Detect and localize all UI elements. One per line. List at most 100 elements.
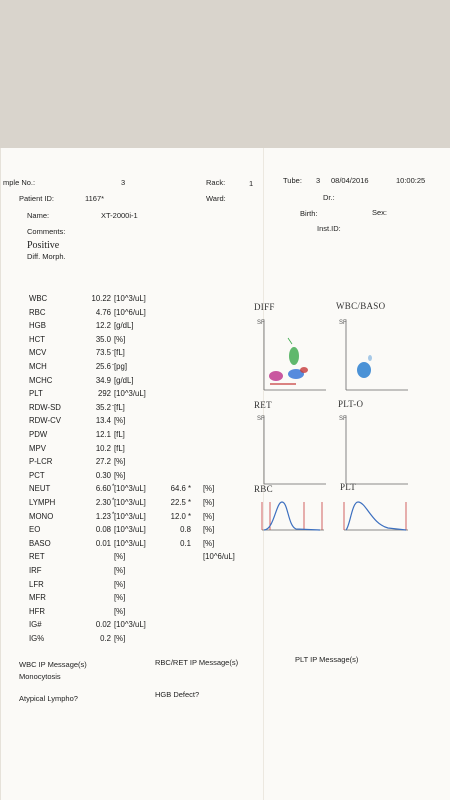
diff-morph-label: Diff. Morph.	[27, 252, 66, 261]
result-value: 73.5	[95, 348, 111, 358]
ret-graph-title: RET	[254, 400, 272, 410]
result-unit: [fL]	[114, 402, 125, 412]
wbc-baso-axis-label: SF	[339, 320, 347, 326]
result-name: EO	[29, 525, 41, 535]
result-unit: [%]	[114, 593, 126, 603]
plt-ip-message-label: PLT IP Message(s)	[295, 655, 359, 664]
report-date: 08/04/2016	[331, 176, 369, 185]
result-name: RDW-SD	[29, 402, 61, 412]
neut-cluster	[289, 347, 299, 365]
result-unit: [fL]	[114, 443, 125, 453]
result-unit: [%]	[114, 634, 126, 643]
result-flag: *	[112, 511, 115, 518]
result-value: 34.9	[95, 375, 111, 385]
result-percent-unit: [%]	[203, 511, 215, 521]
result-name: PCT	[29, 470, 45, 480]
result-unit: [%]	[114, 416, 126, 426]
result-name: MPV	[29, 443, 46, 453]
result-name: P-LCR	[29, 457, 53, 467]
result-value: 6.60	[95, 484, 111, 494]
result-unit: [10^3/uL]	[114, 511, 146, 521]
result-percent-unit: [%]	[203, 484, 215, 494]
sex-label: Sex:	[372, 208, 388, 217]
plt-o-graph-title: PLT-O	[338, 399, 364, 409]
result-name: IG#	[29, 620, 42, 630]
plt-histogram-curve	[345, 501, 407, 531]
result-value: 0.2	[100, 634, 111, 643]
birth-label: Birth:	[300, 209, 318, 218]
page-divider	[263, 148, 264, 800]
result-unit: [%]	[114, 457, 126, 467]
result-unit: [pg]	[114, 362, 128, 371]
lymph-cluster	[269, 371, 283, 381]
result-name: WBC	[29, 294, 48, 303]
rbc-graph-title: RBC	[254, 484, 273, 494]
result-name: MCV	[29, 348, 47, 358]
name-label: Name:	[27, 211, 50, 220]
result-name: PLT	[29, 389, 43, 399]
patient-id-label: Patient ID:	[19, 194, 55, 203]
result-value: 10.22	[91, 294, 111, 303]
plt-o-axis-label: SF	[339, 416, 347, 422]
result-unit: [10^3/uL]	[114, 620, 146, 630]
plt-histogram	[343, 501, 408, 531]
positive-status: Positive	[27, 240, 60, 251]
result-unit: [10^3/uL]	[114, 525, 146, 535]
result-name: HCT	[29, 334, 46, 344]
result-value: 35.2	[95, 402, 111, 412]
result-name: MONO	[29, 511, 54, 521]
result-name: BASO	[29, 538, 51, 548]
result-name: PDW	[29, 430, 48, 439]
lab-report-page: mple No.: 3 Rack: 1 Tube: 3 08/04/2016 1…	[0, 148, 450, 800]
result-name: MFR	[29, 593, 46, 603]
tube-label: Tube:	[283, 176, 302, 185]
sample-no-value: 3	[121, 178, 126, 187]
result-value: 0.01	[95, 538, 111, 548]
result-value: 0.02	[95, 620, 111, 630]
result-value: 4.76	[95, 307, 111, 317]
result-unit: [%]	[114, 552, 126, 562]
wbc-ip-message-label: WBC IP Message(s)	[19, 660, 87, 669]
rbc-ret-ip-message-1: HGB Defect?	[155, 690, 200, 699]
result-value: 13.4	[95, 416, 111, 426]
result-name: MCHC	[29, 375, 53, 385]
diff-scattergram: SF	[257, 320, 326, 391]
result-unit: [g/dL]	[114, 321, 134, 331]
result-unit: [fL]	[114, 348, 125, 358]
wbc-ip-message-2: Atypical Lympho?	[19, 694, 78, 703]
ret-scattergram: SF	[257, 416, 326, 485]
sample-no-label: mple No.:	[3, 178, 36, 187]
result-unit: [%]	[114, 566, 126, 575]
tube-value: 3	[316, 176, 321, 185]
result-value: 25.6	[95, 362, 111, 371]
result-value: 27.2	[95, 457, 111, 467]
result-name: RBC	[29, 307, 46, 317]
result-value: 10.2	[95, 443, 111, 453]
result-value: 35.0	[95, 334, 111, 344]
result-value: 2.30	[95, 498, 111, 507]
result-value: 0.30	[95, 470, 111, 480]
result-percent: 0.1	[180, 538, 191, 548]
dr-label: Dr.:	[323, 193, 335, 202]
result-unit: [10^3/uL]	[114, 538, 146, 548]
result-name: MCH	[29, 362, 47, 371]
result-name: HFR	[29, 606, 46, 616]
ret-axis-label: SF	[257, 416, 265, 422]
plt-o-scattergram: SF	[339, 416, 408, 485]
result-unit: [%]	[114, 606, 126, 616]
diff-axis-label: SF	[257, 320, 265, 326]
eo-cluster	[300, 367, 308, 373]
result-value: 292	[97, 389, 111, 399]
result-flag: *	[112, 498, 115, 504]
result-percent-unit: [%]	[203, 498, 215, 507]
mono-cluster	[288, 369, 304, 379]
wbc-baso-scattergram: SF	[339, 320, 408, 391]
result-unit: [10^6/uL]	[114, 307, 146, 317]
rbc-histogram	[261, 501, 324, 531]
name-value: XT-2000i-1	[101, 211, 138, 220]
plt-graph-title: PLT	[340, 482, 357, 492]
result-name: IG%	[29, 634, 45, 643]
result-name: RET	[29, 552, 45, 562]
result-value: 12.2	[95, 321, 111, 331]
result-name: IRF	[29, 566, 42, 575]
